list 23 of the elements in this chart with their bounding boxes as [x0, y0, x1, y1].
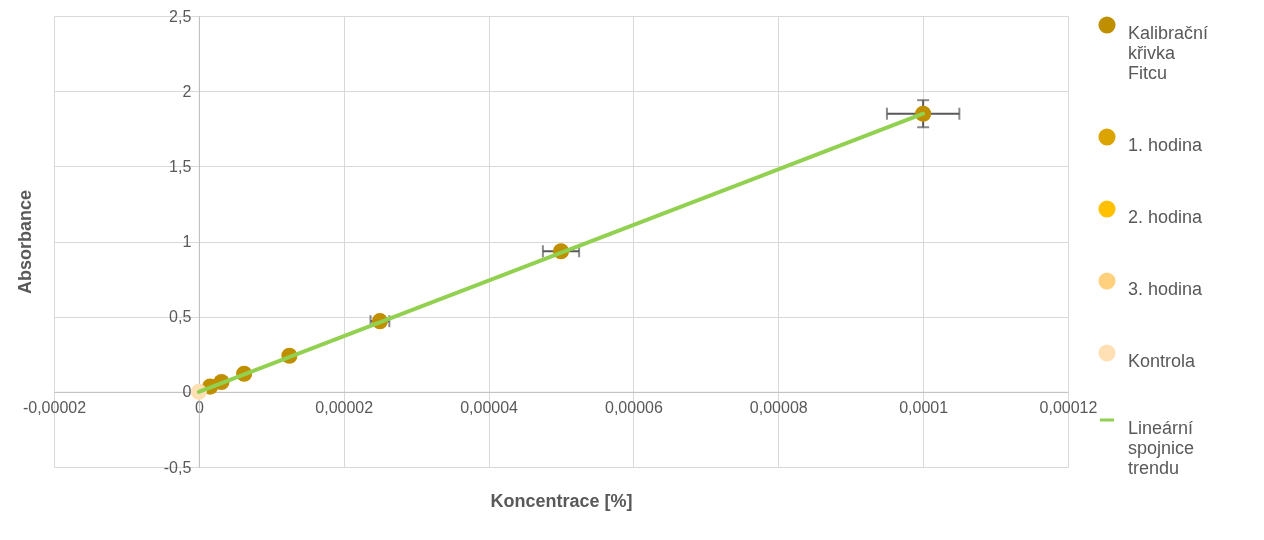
y-tick-label: 2,5	[169, 7, 192, 25]
x-tick-label: 0,0001	[899, 399, 949, 417]
y-tick-label: 0,5	[169, 308, 192, 326]
x-tick-label: 0,00002	[315, 399, 374, 417]
y-tick-label: 1,5	[169, 157, 192, 175]
legend-label: Lineární spojnice trendu	[1128, 418, 1195, 478]
x-tick-label: -0,00002	[22, 399, 87, 417]
x-tick-label: 0,00006	[605, 399, 663, 417]
y-tick-label: 1	[182, 233, 192, 250]
x-axis-title: Koncentrace [%]	[490, 490, 633, 511]
legend-label: Kontrola	[1128, 351, 1197, 371]
x-tick-label: 0	[194, 399, 204, 417]
y-tick-label: 2	[182, 82, 192, 100]
y-tick-label: 0	[182, 383, 192, 401]
y-tick-label: -0,5	[163, 458, 192, 476]
y-axis-title: Absorbance	[14, 189, 35, 295]
x-tick-label: 0,00008	[749, 399, 808, 417]
legend-label: Kalibrační křivka Fitcu	[1128, 23, 1209, 83]
x-tick-label: 0,00004	[460, 399, 519, 417]
legend-label: 3. hodina	[1128, 279, 1204, 299]
legend-label: 2. hodina	[1128, 207, 1204, 227]
x-tick-label: 0,00012	[1039, 399, 1098, 417]
legend-label: 1. hodina	[1128, 135, 1204, 155]
